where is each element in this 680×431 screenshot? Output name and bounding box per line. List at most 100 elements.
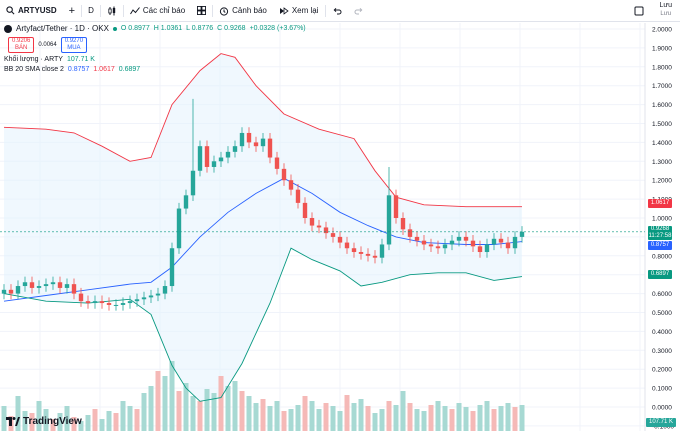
indicators-button[interactable]: Các chỉ báo xyxy=(124,0,191,22)
bb-legend[interactable]: BB 20 SMA close 2 0.8757 1.0617 0.6897 xyxy=(4,65,306,75)
top-toolbar: ARTYUSD + D Các chỉ báo Cảnh báo Xem lại xyxy=(0,0,680,22)
candle-body xyxy=(463,236,469,241)
volume-bar xyxy=(50,419,56,431)
price-axis-tick: 1.2000 xyxy=(652,178,672,185)
candle-body xyxy=(15,286,21,294)
volume-bar xyxy=(71,417,77,431)
volume-bar xyxy=(414,409,420,431)
candle-body xyxy=(379,244,385,258)
undo-button[interactable] xyxy=(326,0,348,22)
replay-icon xyxy=(279,6,289,16)
fullscreen-button[interactable] xyxy=(628,0,650,22)
volume-bar xyxy=(211,393,217,431)
volume-bar xyxy=(43,409,49,431)
volume-bar xyxy=(351,403,357,431)
candle-body xyxy=(155,293,161,296)
price-chart[interactable]: 2.0000 1.9000 1.8000 1.7000 1.6000 1.5000 1.40… xyxy=(0,23,680,431)
candle-body xyxy=(302,202,308,218)
symbol-search[interactable]: ARTYUSD xyxy=(0,0,63,22)
volume-bar xyxy=(218,376,224,431)
buy-price: 0.9270 xyxy=(64,38,84,44)
candle-body xyxy=(190,170,196,196)
volume-bar xyxy=(99,419,105,431)
sell-button[interactable]: 0.9206 BÁN xyxy=(8,37,35,53)
chart-type-button[interactable] xyxy=(101,0,123,22)
expand-icon xyxy=(634,6,644,16)
candle-body xyxy=(491,238,497,245)
volume-bar xyxy=(470,411,476,431)
candle-body xyxy=(477,246,483,253)
tradingview-wordmark: TradingView xyxy=(23,416,82,427)
candle-body xyxy=(141,297,147,300)
save-button[interactable]: Lưu Lưu xyxy=(660,2,672,18)
legend-title: Artyfact/Tether · 1D · OKX xyxy=(16,24,109,33)
undo-icon xyxy=(332,6,342,16)
candle-body xyxy=(22,282,28,287)
search-icon xyxy=(6,6,15,15)
price-axis-tick: 1.3000 xyxy=(652,159,672,166)
volume-bar xyxy=(491,409,497,431)
add-symbol-button[interactable]: + xyxy=(63,0,81,22)
price-axis-tick: 0.8000 xyxy=(652,253,672,260)
interval-button[interactable]: D xyxy=(82,0,100,22)
volume-bar xyxy=(253,403,259,431)
candle-body xyxy=(407,229,413,237)
redo-button[interactable] xyxy=(348,0,370,22)
candle-body xyxy=(295,189,301,203)
toolbar-divider xyxy=(324,4,326,17)
buy-label: MUA xyxy=(67,45,81,51)
alerts-button[interactable]: Cảnh báo xyxy=(213,0,273,22)
candle-body xyxy=(323,227,329,234)
tradingview-logo[interactable]: TradingView xyxy=(6,416,82,427)
buy-button[interactable]: 0.9270 MUA xyxy=(60,37,88,53)
volume-bar xyxy=(169,361,175,431)
candle-body xyxy=(442,244,448,249)
ohlc-low: L 0.8776 xyxy=(186,25,214,32)
volume-bar xyxy=(141,393,147,431)
candle-body xyxy=(288,180,294,190)
candle-body xyxy=(148,295,154,298)
spread-value: 0.0064 xyxy=(38,42,57,48)
price-axis-tick: 0.2000 xyxy=(652,367,672,374)
volume-bar xyxy=(162,376,168,431)
volume-bar xyxy=(36,401,42,431)
price-axis-tick: 1.7000 xyxy=(652,83,672,90)
volume-bar xyxy=(183,383,189,431)
price-axis-tick: 1.9000 xyxy=(652,45,672,52)
volume-legend[interactable]: Khối lượng · ARTY 107.71 K xyxy=(4,55,306,65)
candle-body xyxy=(218,157,224,162)
price-axis-tick: 0.4000 xyxy=(652,329,672,336)
candle-body xyxy=(176,208,182,249)
candle-body xyxy=(232,146,238,152)
bb-label: BB 20 SMA close 2 xyxy=(4,66,64,73)
last-price-tag: 0.9268 11:27:58 xyxy=(648,226,672,240)
toolbar-divider xyxy=(212,4,214,17)
layout-button[interactable] xyxy=(191,0,212,22)
alerts-label: Cảnh báo xyxy=(232,6,267,15)
volume-bar xyxy=(197,401,203,431)
replay-label: Xem lại xyxy=(291,6,319,15)
volume-bar xyxy=(15,396,21,431)
sell-label: BÁN xyxy=(15,45,28,51)
volume-bar xyxy=(281,411,287,431)
volume-bar xyxy=(106,411,112,431)
candle-body xyxy=(274,157,280,169)
candle-body xyxy=(211,161,217,167)
alarm-clock-icon xyxy=(219,6,229,16)
volume-bar xyxy=(92,409,98,431)
candle-body xyxy=(134,299,140,302)
redo-icon xyxy=(354,6,364,16)
candles-icon xyxy=(107,6,117,16)
candle-body xyxy=(421,240,427,245)
indicators-icon xyxy=(129,6,140,16)
candle-body xyxy=(505,242,511,249)
candle-body xyxy=(183,195,189,209)
volume-bar xyxy=(456,403,462,431)
volume-bar xyxy=(1,406,7,431)
price-axis-tick: 2.0000 xyxy=(652,27,672,34)
volume-bar xyxy=(358,399,364,431)
candle-body xyxy=(85,301,91,304)
candle-body xyxy=(57,282,63,288)
replay-button[interactable]: Xem lại xyxy=(273,0,325,22)
candle-body xyxy=(372,255,378,258)
